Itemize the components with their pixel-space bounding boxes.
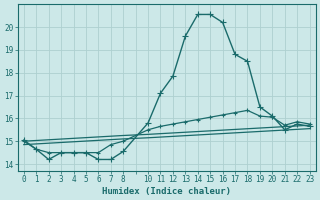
X-axis label: Humidex (Indice chaleur): Humidex (Indice chaleur) [102,187,231,196]
